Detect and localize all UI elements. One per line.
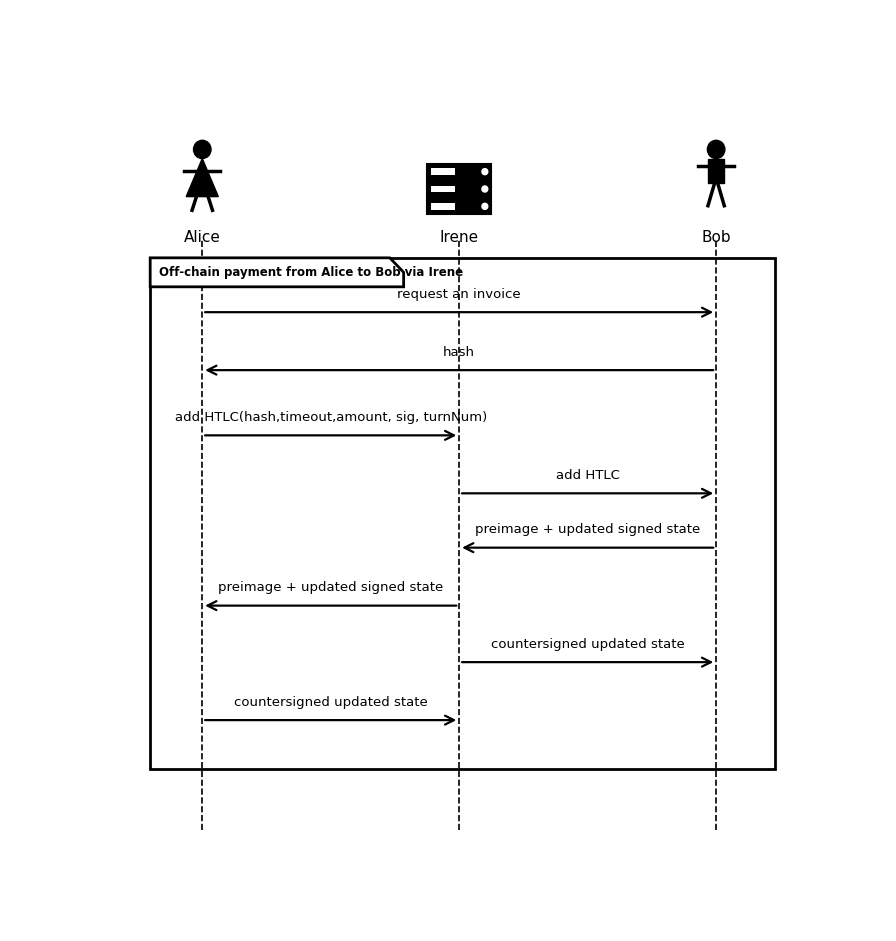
Text: hash: hash bbox=[444, 345, 475, 359]
Circle shape bbox=[707, 140, 725, 159]
Circle shape bbox=[482, 168, 487, 175]
Text: add HTLC(hash,timeout,amount, sig, turnNum): add HTLC(hash,timeout,amount, sig, turnN… bbox=[175, 411, 487, 423]
Circle shape bbox=[482, 186, 487, 192]
Polygon shape bbox=[151, 258, 403, 287]
Text: preimage + updated signed state: preimage + updated signed state bbox=[218, 581, 444, 594]
Text: Irene: Irene bbox=[440, 231, 478, 246]
Bar bbox=[151, 258, 775, 769]
Bar bbox=[427, 182, 491, 197]
Bar bbox=[431, 168, 455, 175]
Text: add HTLC: add HTLC bbox=[556, 469, 620, 482]
Text: preimage + updated signed state: preimage + updated signed state bbox=[475, 523, 701, 536]
Text: countersigned updated state: countersigned updated state bbox=[234, 695, 427, 709]
Polygon shape bbox=[186, 159, 219, 197]
Polygon shape bbox=[708, 159, 724, 183]
Bar bbox=[431, 185, 455, 192]
Text: request an invoice: request an invoice bbox=[398, 288, 521, 300]
Bar bbox=[431, 203, 455, 210]
Text: Alice: Alice bbox=[184, 231, 220, 246]
Text: Off-chain payment from Alice to Bob via Irene: Off-chain payment from Alice to Bob via … bbox=[159, 265, 462, 279]
Text: Bob: Bob bbox=[702, 231, 731, 246]
Circle shape bbox=[194, 140, 211, 159]
Bar bbox=[427, 199, 491, 214]
Text: countersigned updated state: countersigned updated state bbox=[491, 638, 685, 650]
Bar bbox=[427, 164, 491, 180]
Circle shape bbox=[482, 203, 487, 210]
